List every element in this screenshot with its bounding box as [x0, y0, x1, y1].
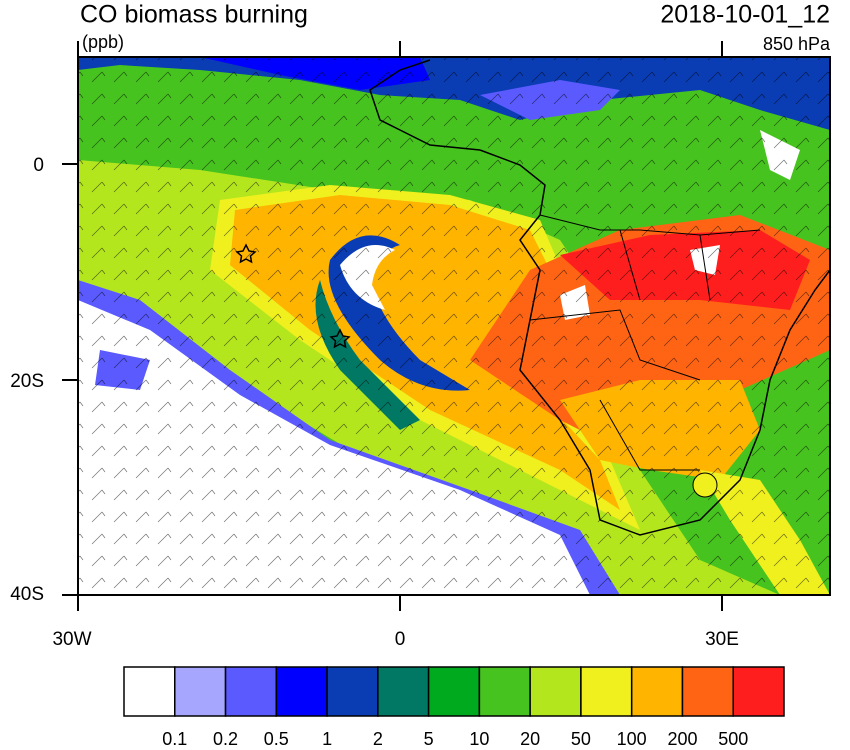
- colorbar-box: [377, 666, 430, 717]
- colorbar-box: [630, 666, 684, 717]
- level: 850 hPa: [763, 34, 831, 54]
- title: CO biomass burning: [80, 1, 308, 29]
- colorbar-label: 10: [469, 729, 489, 749]
- colorbar-box: [732, 666, 785, 717]
- lon-label: 30E: [705, 629, 739, 650]
- colorbar: 0.1 0.2 0.5 1 2 5 10 20 50 100 200 500: [123, 666, 785, 749]
- axis-ticks: [62, 41, 723, 611]
- colorbar-box: [326, 666, 379, 717]
- colorbar-box: [275, 666, 328, 717]
- time: 2018-10-01_12: [660, 1, 830, 29]
- colorbar-label: 50: [571, 729, 591, 749]
- lat-label: 20S: [10, 371, 44, 392]
- colorbar-box: [427, 666, 481, 717]
- colorbar-box: [478, 666, 531, 717]
- colorbar-label: 0.2: [213, 729, 238, 749]
- map-field: [78, 57, 830, 595]
- colorbar-label: 1: [322, 729, 332, 749]
- colorbar-label: 200: [667, 729, 697, 749]
- colorbar-label: 500: [718, 729, 748, 749]
- lat-label: 40S: [10, 584, 44, 605]
- colorbar-label: 0.5: [264, 729, 289, 749]
- colorbar-box: [123, 666, 176, 717]
- colorbar-label: 20: [520, 729, 540, 749]
- colorbar-box: [580, 666, 633, 717]
- plot-frame: [77, 56, 831, 596]
- colorbar-box: [681, 666, 734, 717]
- colorbar-label: 0.1: [162, 729, 187, 749]
- colorbar-box: [529, 666, 582, 717]
- lat-label: 0: [33, 155, 44, 176]
- lon-label: 0: [395, 629, 406, 650]
- colorbar-label: 5: [424, 729, 434, 749]
- colorbar-box: [174, 666, 227, 717]
- colorbar-label: 2: [373, 729, 383, 749]
- lon-label: 30W: [52, 629, 91, 650]
- units: (ppb): [82, 32, 124, 52]
- colorbar-box: [224, 666, 278, 717]
- colorbar-label: 100: [617, 729, 647, 749]
